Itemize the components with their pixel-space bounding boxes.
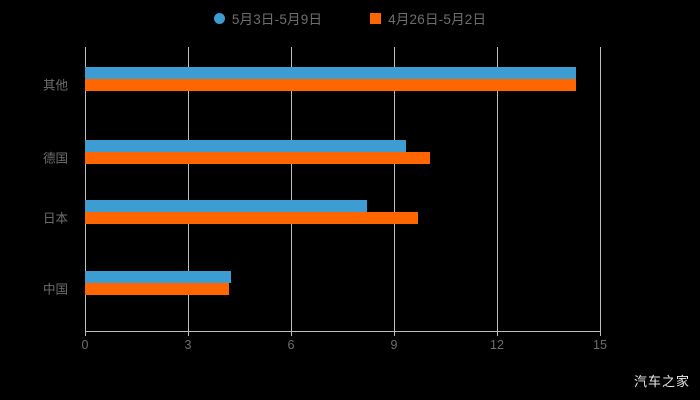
x-tick-mark-15 <box>600 331 601 336</box>
bar-other-series-a[interactable] <box>85 67 576 79</box>
x-tick-label-0: 0 <box>81 338 89 352</box>
x-tick-mark-6 <box>291 331 292 336</box>
bars-layer <box>85 0 645 400</box>
gridline-3 <box>188 47 189 331</box>
legend-item-series-b[interactable]: 4月26日-5月2日 <box>370 8 486 28</box>
x-tick-label-9: 9 <box>390 338 398 352</box>
x-tick-label-12: 12 <box>490 338 504 352</box>
gridline-12 <box>497 47 498 331</box>
y-tick-label-other: 其他 <box>42 78 68 93</box>
legend-item-series-a[interactable]: 5月3日-5月9日 <box>213 8 323 28</box>
gridline-9 <box>394 47 395 331</box>
bar-germany-series-a[interactable] <box>85 140 407 152</box>
legend-label-series-b: 4月26日-5月2日 <box>388 12 487 27</box>
x-tick-mark-9 <box>394 331 395 336</box>
x-tick-label-3: 3 <box>184 338 192 352</box>
watermark-logo: 汽车之家 <box>633 374 690 389</box>
legend-label-series-a: 5月3日-5月9日 <box>231 12 323 27</box>
y-tick-label-germany: 德国 <box>42 151 68 166</box>
plot-area <box>85 47 601 331</box>
bar-germany-series-b[interactable] <box>85 152 431 164</box>
y-axis-labels: 其他 德国 日本 中国 <box>0 0 76 400</box>
bar-japan-series-a[interactable] <box>85 200 367 212</box>
gridline-0 <box>85 47 86 331</box>
x-tick-label-6: 6 <box>287 338 295 352</box>
x-tick-mark-0 <box>85 331 86 336</box>
circle-marker-icon <box>213 12 225 24</box>
x-tick-mark-12 <box>497 331 498 336</box>
x-axis-line <box>85 331 601 332</box>
bar-other-series-b[interactable] <box>85 79 576 91</box>
bar-japan-series-b[interactable] <box>85 212 419 224</box>
bar-china-series-b[interactable] <box>85 283 230 295</box>
chart-legend: 5月3日-5月9日 4月26日-5月2日 <box>0 8 700 28</box>
y-tick-label-japan: 日本 <box>42 211 68 226</box>
x-tick-mark-3 <box>188 331 189 336</box>
bar-china-series-a[interactable] <box>85 271 231 283</box>
y-tick-label-china: 中国 <box>42 282 68 297</box>
gridline-15 <box>600 47 601 331</box>
gridline-6 <box>291 47 292 331</box>
x-tick-label-15: 15 <box>593 338 607 352</box>
square-marker-icon <box>370 12 382 24</box>
